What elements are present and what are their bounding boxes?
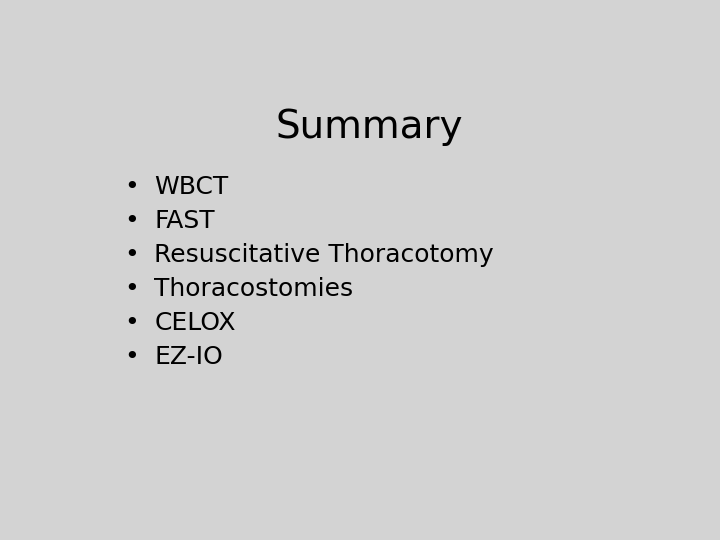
Text: •: • bbox=[125, 312, 139, 335]
Text: CELOX: CELOX bbox=[154, 312, 235, 335]
Text: •: • bbox=[125, 175, 139, 199]
Text: •: • bbox=[125, 346, 139, 369]
Text: WBCT: WBCT bbox=[154, 175, 228, 199]
Text: Thoracostomies: Thoracostomies bbox=[154, 277, 354, 301]
Text: •: • bbox=[125, 277, 139, 301]
Text: •: • bbox=[125, 243, 139, 267]
Text: FAST: FAST bbox=[154, 209, 215, 233]
Text: •: • bbox=[125, 209, 139, 233]
Text: Resuscitative Thoracotomy: Resuscitative Thoracotomy bbox=[154, 243, 494, 267]
Text: Summary: Summary bbox=[275, 109, 463, 146]
Text: EZ-IO: EZ-IO bbox=[154, 346, 223, 369]
